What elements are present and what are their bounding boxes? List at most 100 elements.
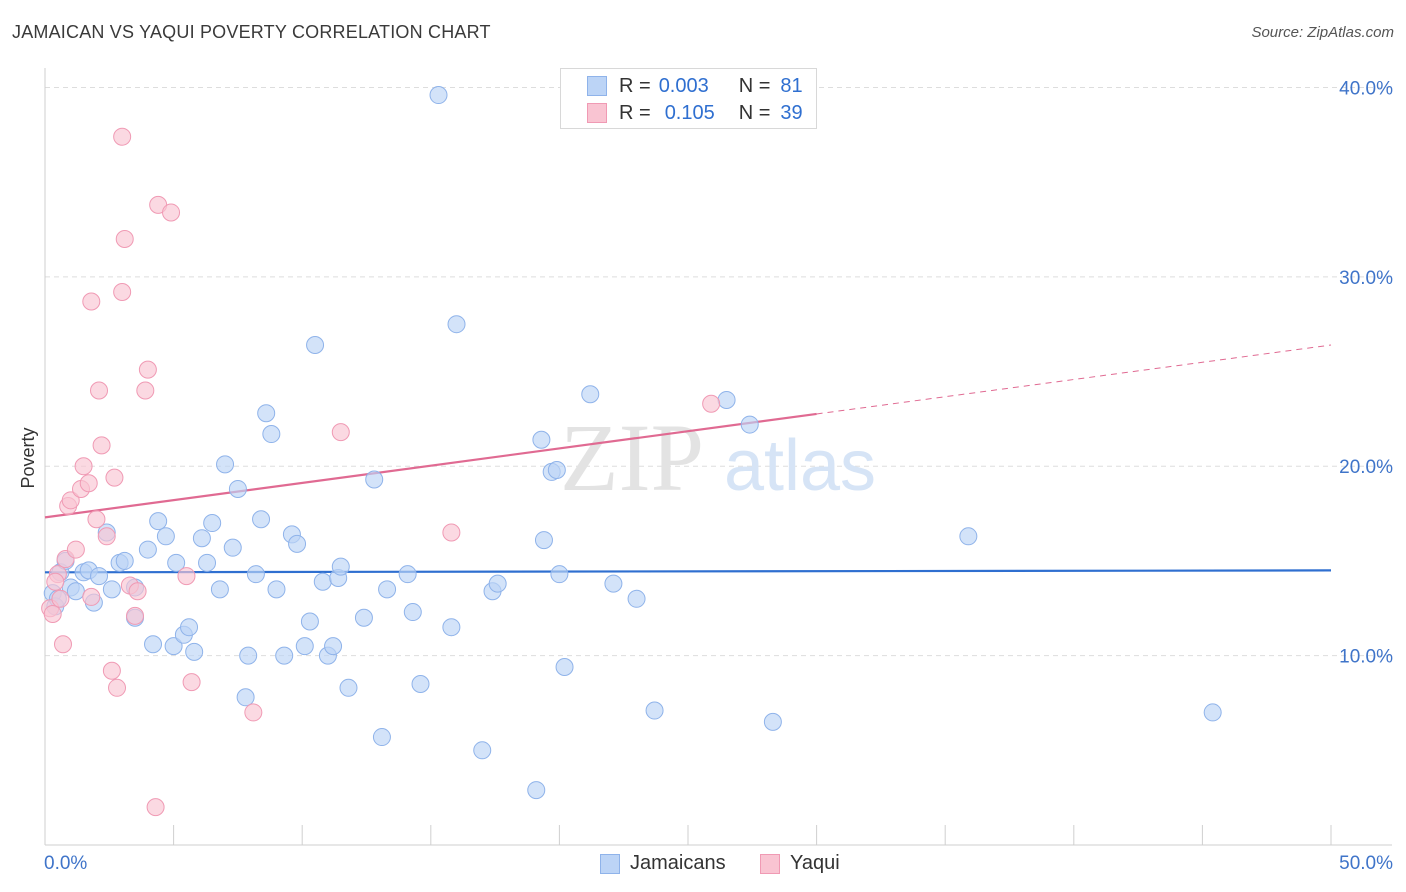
yaqui-n-value: 39 xyxy=(780,101,803,124)
jamaicans-point xyxy=(115,551,134,570)
yaqui-point xyxy=(162,203,181,222)
yaqui-point xyxy=(108,678,127,697)
jamaicans-point xyxy=(398,565,417,584)
jamaicans-point xyxy=(300,612,319,631)
jamaicans-point xyxy=(403,603,422,622)
legend-jamaicans-swatch xyxy=(600,853,620,874)
jamaicans-point xyxy=(1203,703,1222,722)
jamaicans-point xyxy=(180,618,199,637)
jamaicans-point xyxy=(156,527,175,546)
stats-legend: R = 0.003 N = 81 R = 0.105 N = 39 xyxy=(560,68,817,129)
legend-row-jamaicans: R = 0.003 N = 81 xyxy=(587,74,803,98)
y-tick-label: 20.0% xyxy=(1339,457,1393,478)
jamaicans-point xyxy=(473,741,492,760)
yaqui-trend-line-extension xyxy=(816,344,1332,415)
watermark-zip: ZIP xyxy=(560,404,704,511)
jamaicans-point xyxy=(185,642,204,661)
jamaicans-point xyxy=(149,512,168,531)
yaqui-point xyxy=(74,457,93,476)
yaqui-point xyxy=(146,798,165,817)
jamaicans-point xyxy=(257,404,276,423)
yaqui-r-value: 0.105 xyxy=(664,101,715,124)
x-tick-label-min: 0.0% xyxy=(44,853,87,874)
jamaicans-point xyxy=(645,701,664,720)
jamaicans-point xyxy=(532,430,551,449)
legend-row-yaqui: R = 0.105 N = 39 xyxy=(587,101,803,125)
yaqui-point xyxy=(442,523,461,542)
jamaicans-point xyxy=(604,574,623,593)
jamaicans-point xyxy=(429,86,448,105)
yaqui-point xyxy=(115,229,134,248)
jamaicans-point xyxy=(411,675,430,694)
yaqui-point xyxy=(138,360,157,379)
jamaicans-point xyxy=(627,589,646,608)
yaqui-point xyxy=(126,606,145,625)
yaqui-point xyxy=(244,703,263,722)
yaqui-n-label: N = xyxy=(738,101,771,124)
chart-title: JAMAICAN VS YAQUI POVERTY CORRELATION CH… xyxy=(12,22,491,42)
jamaicans-point xyxy=(167,553,186,572)
jamaicans-point xyxy=(527,781,546,800)
yaqui-point xyxy=(182,673,201,692)
legend-yaqui-label: Yaqui xyxy=(790,852,840,874)
series-legend: Jamaicans Yaqui xyxy=(0,852,1406,876)
yaqui-point xyxy=(702,394,721,413)
jamaicans-point xyxy=(236,688,255,707)
jamaicans-point xyxy=(267,580,286,599)
jamaicans-point xyxy=(262,425,281,444)
jamaicans-point xyxy=(246,565,265,584)
y-axis-label: Poverty xyxy=(18,427,38,488)
jamaicans-point xyxy=(488,574,507,593)
jamaicans-point xyxy=(138,540,157,559)
yaqui-swatch xyxy=(587,103,607,123)
jamaicans-n-label: N = xyxy=(738,74,771,97)
jamaicans-r-value: 0.003 xyxy=(658,74,709,97)
yaqui-point xyxy=(51,589,70,608)
yaqui-point xyxy=(82,587,101,606)
yaqui-point xyxy=(102,661,121,680)
jamaicans-point xyxy=(959,527,978,546)
jamaicans-point xyxy=(216,455,235,474)
yaqui-point xyxy=(87,510,106,529)
jamaicans-trend-line xyxy=(44,569,1332,574)
yaqui-point xyxy=(66,540,85,559)
jamaicans-point xyxy=(102,580,121,599)
jamaicans-point xyxy=(223,538,242,557)
jamaicans-point xyxy=(66,582,85,601)
yaqui-trend-line xyxy=(44,412,817,519)
jamaicans-point xyxy=(324,637,343,656)
jamaicans-point xyxy=(144,635,163,654)
yaqui-point xyxy=(177,567,196,586)
jamaicans-point xyxy=(717,390,736,409)
watermark-atlas: atlas xyxy=(724,426,876,506)
yaqui-point xyxy=(128,582,147,601)
jamaicans-point xyxy=(447,315,466,334)
jamaicans-swatch xyxy=(587,76,607,96)
jamaicans-point xyxy=(550,565,569,584)
jamaicans-point xyxy=(740,415,759,434)
yaqui-point xyxy=(90,381,109,400)
jamaicans-point xyxy=(313,572,332,591)
jamaicans-point xyxy=(239,646,258,665)
jamaicans-point xyxy=(331,557,350,576)
yaqui-point xyxy=(97,527,116,546)
jamaicans-point xyxy=(547,461,566,480)
jamaicans-point xyxy=(228,479,247,498)
jamaicans-n-value: 81 xyxy=(780,74,803,97)
jamaicans-point xyxy=(252,510,271,529)
jamaicans-point xyxy=(90,567,109,586)
jamaicans-point xyxy=(354,608,373,627)
yaqui-point xyxy=(113,283,132,302)
yaqui-point xyxy=(331,423,350,442)
legend-item-jamaicans: Jamaicans xyxy=(600,852,726,875)
yaqui-r-label: R = xyxy=(619,101,651,124)
y-tick-label: 10.0% xyxy=(1339,647,1393,668)
jamaicans-point xyxy=(339,678,358,697)
x-tick-label-max: 50.0% xyxy=(1339,853,1393,874)
yaqui-point xyxy=(54,635,73,654)
jamaicans-point xyxy=(581,385,600,404)
jamaicans-point xyxy=(306,336,325,355)
yaqui-point xyxy=(46,572,65,591)
yaqui-point xyxy=(79,474,98,493)
